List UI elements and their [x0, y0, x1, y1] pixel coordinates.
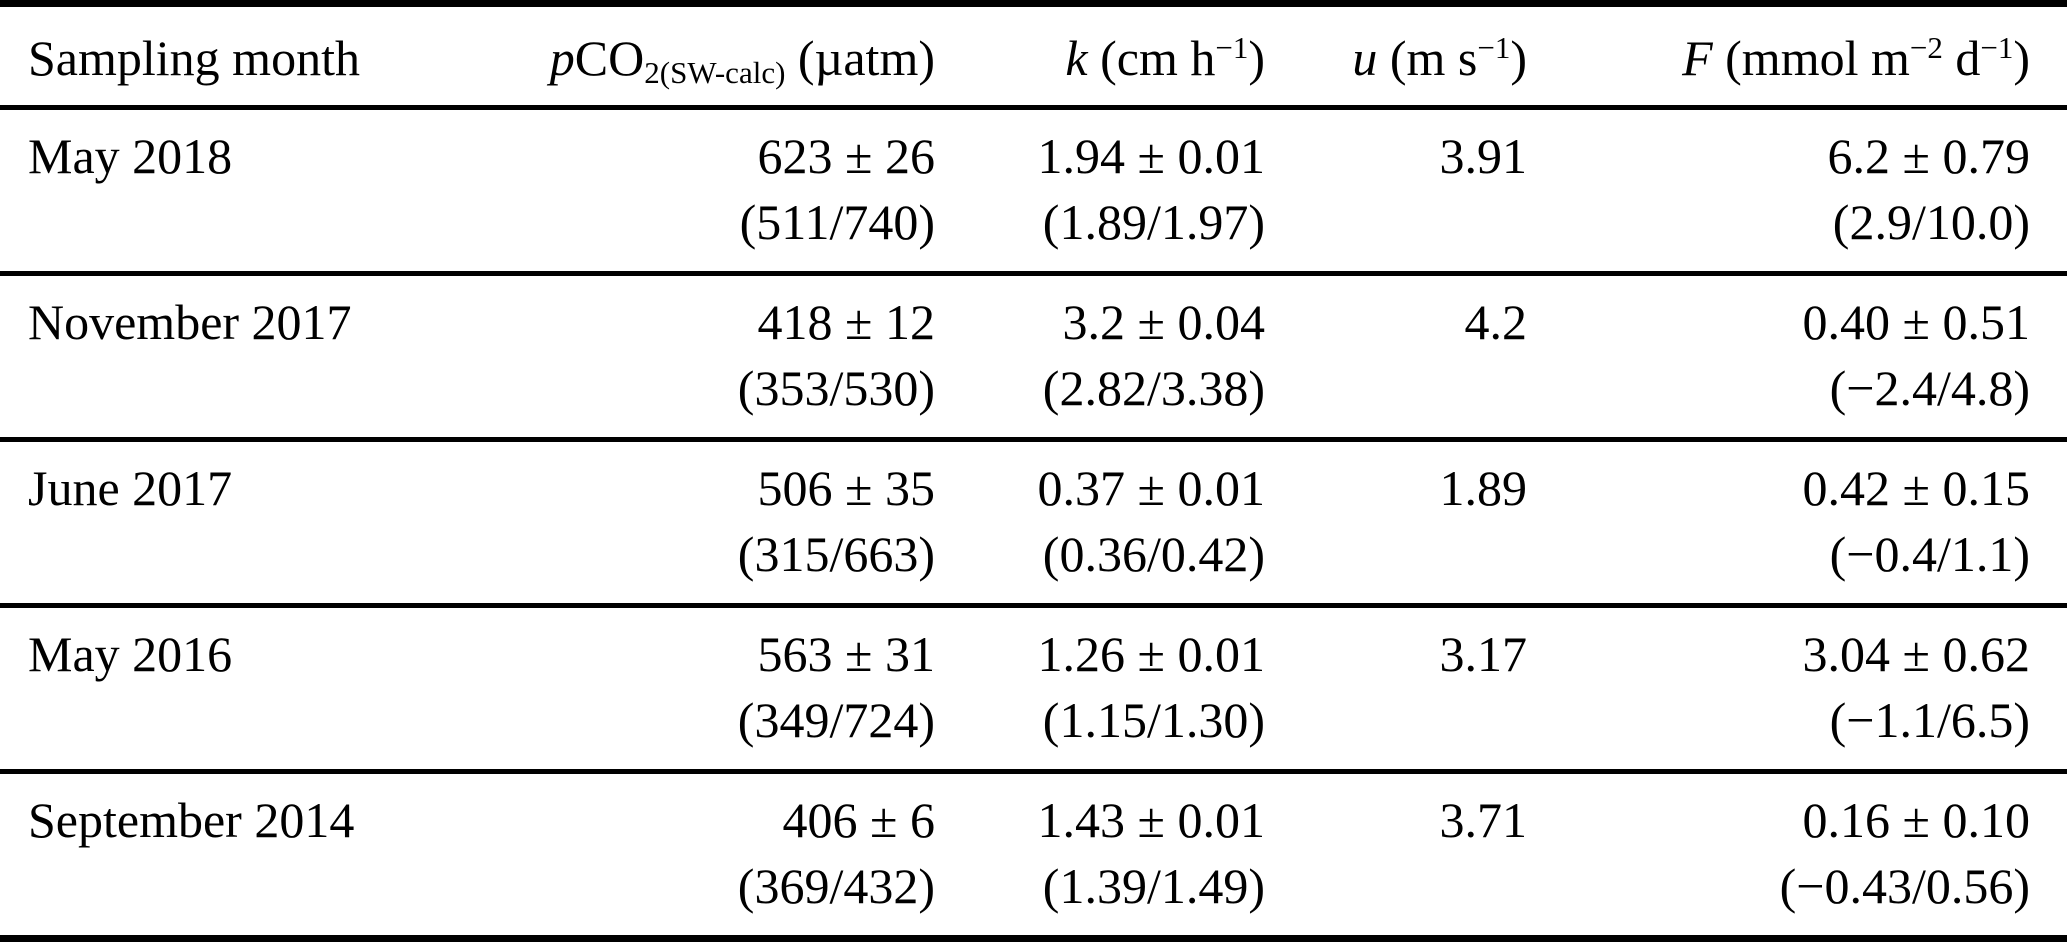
col-header-sampling-month: Sampling month	[0, 3, 440, 110]
f-unit-post: )	[2013, 30, 2030, 86]
value-main: 418 ± 12	[757, 294, 935, 350]
value-main: 3.2 ± 0.04	[1062, 294, 1265, 350]
f-cell: 0.42 ± 0.15 (−0.4/1.1)	[1527, 440, 2067, 606]
u-exponent: −1	[1477, 29, 1511, 65]
u-cell: 4.2	[1265, 274, 1528, 440]
table-row: November 2017 418 ± 12 (353/530) 3.2 ± 0…	[0, 274, 2067, 440]
k-cell: 0.37 ± 0.01 (0.36/0.42)	[935, 440, 1265, 606]
col-header-pco2: pCO2(SW-calc) (µatm)	[440, 3, 935, 110]
f-cell: 3.04 ± 0.62 (−1.1/6.5)	[1527, 606, 2067, 772]
value-main: 623 ± 26	[757, 128, 935, 184]
value-main: 3.71	[1439, 792, 1528, 848]
value-range: (353/530)	[737, 360, 935, 416]
value-range: (2.82/3.38)	[1042, 360, 1265, 416]
u-unit-post: )	[1510, 30, 1527, 86]
col-header-k: k (cm h−1)	[935, 3, 1265, 110]
value-main: 0.16 ± 0.10	[1802, 792, 2030, 848]
u-unit-pre: (m s	[1377, 30, 1478, 86]
value-main: 1.43 ± 0.01	[1037, 792, 1265, 848]
value-main: 3.91	[1439, 128, 1528, 184]
f-exponent-2: −1	[1980, 29, 2014, 65]
month-cell: June 2017	[28, 460, 233, 516]
u-cell: 3.17	[1265, 606, 1528, 772]
value-range: (315/663)	[737, 526, 935, 582]
f-exponent-1: −2	[1909, 29, 1943, 65]
value-main: 1.94 ± 0.01	[1037, 128, 1265, 184]
pco2-cell: 406 ± 6 (369/432)	[440, 772, 935, 939]
month-cell: September 2014	[28, 792, 355, 848]
value-main: 563 ± 31	[757, 626, 935, 682]
k-exponent: −1	[1215, 29, 1249, 65]
value-main: 6.2 ± 0.79	[1827, 128, 2030, 184]
table-row: June 2017 506 ± 35 (315/663) 0.37 ± 0.01…	[0, 440, 2067, 606]
value-range: (−0.43/0.56)	[1779, 858, 2030, 914]
k-unit-pre: (cm h	[1087, 30, 1216, 86]
pco2-cell: 563 ± 31 (349/724)	[440, 606, 935, 772]
f-unit-mid: d	[1942, 30, 1981, 86]
value-range: (−0.4/1.1)	[1829, 526, 2030, 582]
u-symbol: u	[1352, 30, 1378, 86]
value-range: (1.89/1.97)	[1042, 194, 1265, 250]
value-main: 1.26 ± 0.01	[1037, 626, 1265, 682]
value-main: 506 ± 35	[757, 460, 935, 516]
value-range: (−1.1/6.5)	[1829, 692, 2030, 748]
value-main: 1.89	[1439, 460, 1528, 516]
value-range: (349/724)	[737, 692, 935, 748]
table-row: September 2014 406 ± 6 (369/432) 1.43 ± …	[0, 772, 2067, 939]
f-cell: 6.2 ± 0.79 (2.9/10.0)	[1527, 108, 2067, 274]
pco2-symbol: p	[549, 30, 575, 86]
k-cell: 3.2 ± 0.04 (2.82/3.38)	[935, 274, 1265, 440]
table-header-row: Sampling month pCO2(SW-calc) (µatm) k (c…	[0, 3, 2067, 110]
pco2-unit: (µatm)	[785, 30, 935, 86]
value-range: (0.36/0.42)	[1042, 526, 1265, 582]
value-main: 3.04 ± 0.62	[1802, 626, 2030, 682]
value-main: 4.2	[1464, 294, 1528, 350]
month-cell: November 2017	[28, 294, 352, 350]
value-main: 3.17	[1439, 626, 1528, 682]
table-row: May 2016 563 ± 31 (349/724) 1.26 ± 0.01 …	[0, 606, 2067, 772]
table-row: May 2018 623 ± 26 (511/740) 1.94 ± 0.01 …	[0, 108, 2067, 274]
col-header-f: F (mmol m−2 d−1)	[1527, 3, 2067, 110]
value-range: (1.15/1.30)	[1042, 692, 1265, 748]
pco2-cell: 506 ± 35 (315/663)	[440, 440, 935, 606]
k-cell: 1.43 ± 0.01 (1.39/1.49)	[935, 772, 1265, 939]
k-cell: 1.94 ± 0.01 (1.89/1.97)	[935, 108, 1265, 274]
col-header-u: u (m s−1)	[1265, 3, 1527, 110]
value-range: (2.9/10.0)	[1832, 194, 2030, 250]
value-range: (511/740)	[739, 194, 935, 250]
value-range: (1.39/1.49)	[1042, 858, 1265, 914]
value-main: 0.37 ± 0.01	[1037, 460, 1265, 516]
f-cell: 0.40 ± 0.51 (−2.4/4.8)	[1527, 274, 2067, 440]
f-symbol: F	[1682, 30, 1713, 86]
pco2-subscript: 2(SW-calc)	[644, 54, 786, 90]
u-cell: 1.89	[1265, 440, 1528, 606]
month-cell: May 2016	[28, 626, 233, 682]
value-main: 0.40 ± 0.51	[1802, 294, 2030, 350]
f-cell: 0.16 ± 0.10 (−0.43/0.56)	[1527, 772, 2067, 939]
k-cell: 1.26 ± 0.01 (1.15/1.30)	[935, 606, 1265, 772]
month-cell: May 2018	[28, 128, 233, 184]
value-main: 0.42 ± 0.15	[1802, 460, 2030, 516]
u-cell: 3.91	[1265, 108, 1528, 274]
u-cell: 3.71	[1265, 772, 1528, 939]
value-range: (−2.4/4.8)	[1829, 360, 2030, 416]
pco2-base: CO	[574, 30, 645, 86]
k-symbol: k	[1065, 30, 1088, 86]
pco2-cell: 623 ± 26 (511/740)	[440, 108, 935, 274]
value-main: 406 ± 6	[782, 792, 935, 848]
k-unit-post: )	[1248, 30, 1265, 86]
f-unit-pre: (mmol m	[1712, 30, 1910, 86]
pco2-cell: 418 ± 12 (353/530)	[440, 274, 935, 440]
value-range: (369/432)	[737, 858, 935, 914]
